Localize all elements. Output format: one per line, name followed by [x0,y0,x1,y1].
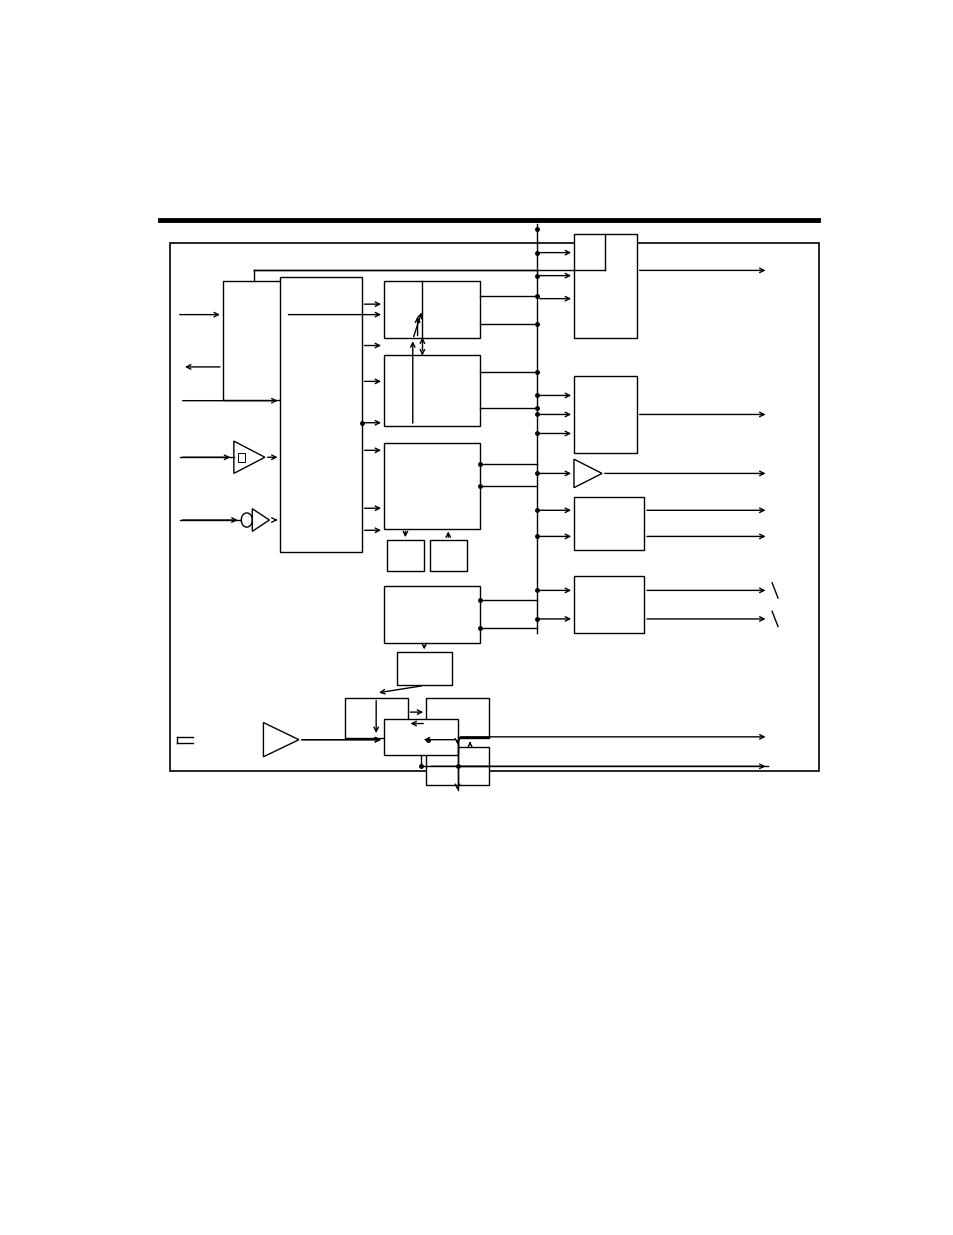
Circle shape [241,513,252,527]
Polygon shape [263,722,298,757]
Bar [222,282,285,400]
Bar [574,377,636,452]
Bar [574,498,643,550]
Polygon shape [252,509,269,531]
Bar [574,233,636,338]
Bar [574,576,643,634]
Bar [426,698,488,737]
Bar [383,585,479,642]
Bar [383,354,479,426]
Bar [280,277,361,552]
Bar [396,652,452,685]
Bar [344,698,407,737]
Bar [383,443,479,529]
Bar [429,540,466,572]
Polygon shape [233,441,265,473]
Bar [387,540,423,572]
Bar [383,282,479,338]
Polygon shape [574,459,601,488]
Bar [383,719,457,755]
Bar [426,747,488,785]
Bar [170,243,818,771]
Bar [237,453,244,462]
